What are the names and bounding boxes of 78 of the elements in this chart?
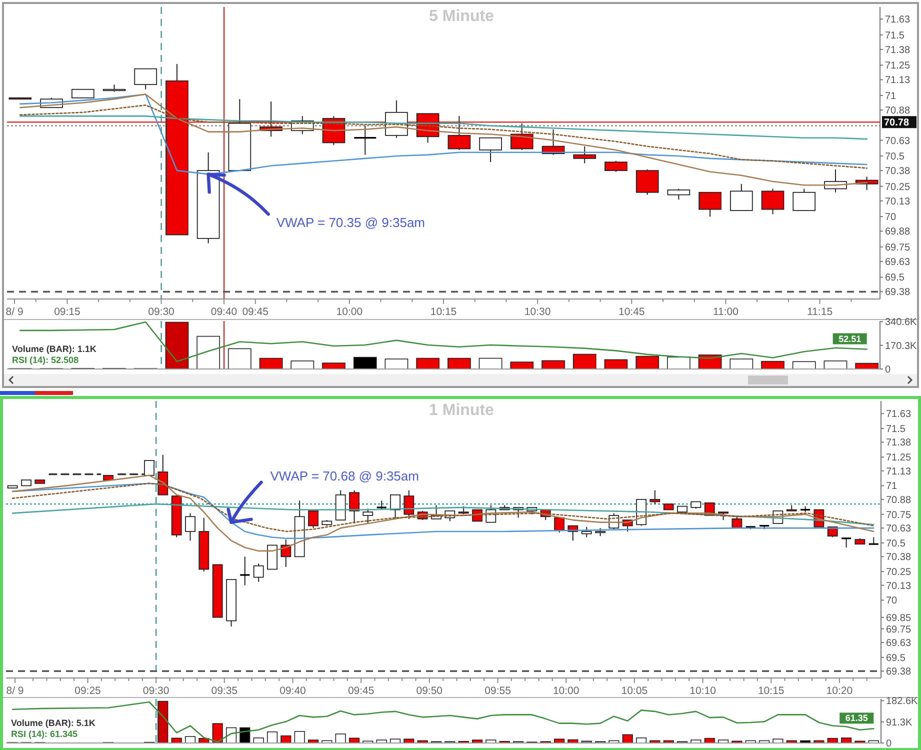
y-tick-label: 71.63 [885, 14, 910, 26]
y-tick-label: 70.13 [885, 196, 910, 208]
y-tick-label: 70.38 [886, 552, 912, 564]
y-tick-label: 71.13 [885, 75, 910, 86]
series-label: Volume (BAR): 1.1K [12, 344, 97, 354]
x-tick-label: 09:40 [210, 306, 238, 318]
annotation: VWAP = 70.35 @ 9:35am [276, 215, 426, 230]
y-tick-label: 71.63 [886, 409, 912, 420]
y-tick-label: 71 [886, 481, 898, 492]
x-tick-label: 09:50 [416, 685, 443, 697]
y-tick-label: 70.75 [886, 510, 912, 521]
y-tick-label: 69.75 [885, 242, 910, 254]
y-tick-label: 91.3K [886, 717, 912, 728]
x-tick-label: 10:45 [618, 306, 645, 318]
y-tick-label: 69.5 [885, 272, 905, 284]
x-tick-label: 09:15 [54, 306, 80, 318]
x-tick-label: 09:35 [211, 685, 238, 697]
x-tick-label: 10:10 [690, 685, 716, 697]
y-tick-label: 69.5 [886, 652, 906, 664]
y-tick-label: 71.25 [885, 60, 910, 72]
y-tick-label: 70.25 [886, 567, 912, 578]
x-tick-label: 09:45 [242, 306, 269, 318]
y-tick-label: 71.5 [885, 30, 905, 42]
y-tick-label: 340.6K [885, 317, 918, 328]
y-tick-label: 69.75 [886, 624, 912, 636]
y-tick-label: 69.63 [886, 638, 912, 650]
x-tick-label: 09:40 [280, 685, 306, 697]
x-tick-label: 09:30 [142, 685, 170, 697]
y-tick-label: 70.13 [886, 580, 912, 592]
y-tick-label: 69.88 [885, 226, 910, 238]
x-tick-label: 10:30 [524, 306, 551, 318]
annotation: 52.51 [838, 334, 862, 344]
y-tick-label: 70 [886, 596, 898, 607]
x-tick-label: 09:55 [484, 685, 512, 697]
annotation: VWAP = 70.68 @ 9:35am [270, 468, 419, 484]
x-tick-label: 09:45 [348, 685, 374, 697]
y-tick-label: 0 [885, 364, 891, 376]
annotation: 61.35 [845, 713, 868, 724]
ref-line-label: 70.78 [884, 118, 910, 129]
x-tick-label: 09:30 [148, 306, 175, 318]
y-tick-label: 70 [885, 212, 897, 224]
y-tick-label: 170.3K [885, 340, 918, 352]
chart-title: 5 Minute [429, 8, 494, 25]
y-tick-label: 69.38 [886, 666, 912, 678]
y-tick-label: 70.5 [886, 538, 906, 550]
y-tick-label: 70.88 [885, 105, 910, 116]
x-tick-label: 11:00 [712, 306, 739, 318]
x-tick-label: 8/ 9 [6, 306, 24, 318]
y-tick-label: 69.85 [886, 612, 912, 624]
x-tick-label: 10:20 [826, 685, 853, 697]
series-label: Volume (BAR): 5.1K [11, 718, 96, 728]
y-tick-label: 71.13 [886, 466, 912, 478]
y-tick-label: 69.38 [885, 287, 910, 298]
y-tick-label: 70.63 [886, 524, 912, 535]
text: RSI (14): 52.508 [12, 355, 79, 365]
text: RSI (14): 61.345 [11, 729, 78, 739]
y-tick-label: 71.25 [886, 452, 912, 464]
x-tick-label: 10:15 [430, 306, 457, 318]
x-tick-label: 09:25 [74, 685, 102, 697]
y-tick-label: 70.88 [886, 494, 912, 506]
x-tick-label: 11:15 [807, 306, 833, 318]
x-tick-label: 10:00 [336, 306, 363, 318]
y-tick-label: 71.38 [885, 44, 910, 56]
y-tick-label: 70.5 [885, 152, 905, 163]
x-tick-label: 10:00 [552, 685, 580, 697]
y-tick-label: 69.63 [885, 256, 910, 268]
x-tick-label: 10:15 [758, 685, 784, 697]
y-tick-label: 70.25 [885, 182, 910, 193]
x-tick-label: 10:05 [621, 685, 648, 697]
y-tick-label: 71 [885, 90, 897, 102]
x-tick-label: 8/ 9 [6, 685, 24, 697]
y-tick-label: 0 [886, 738, 892, 750]
y-tick-label: 70.38 [885, 166, 910, 178]
y-tick-label: 182.6K [886, 696, 918, 708]
y-tick-label: 70.63 [885, 136, 910, 147]
y-tick-label: 71.5 [886, 424, 906, 435]
chart-title: 1 Minute [429, 402, 494, 419]
y-tick-label: 71.38 [886, 438, 912, 449]
